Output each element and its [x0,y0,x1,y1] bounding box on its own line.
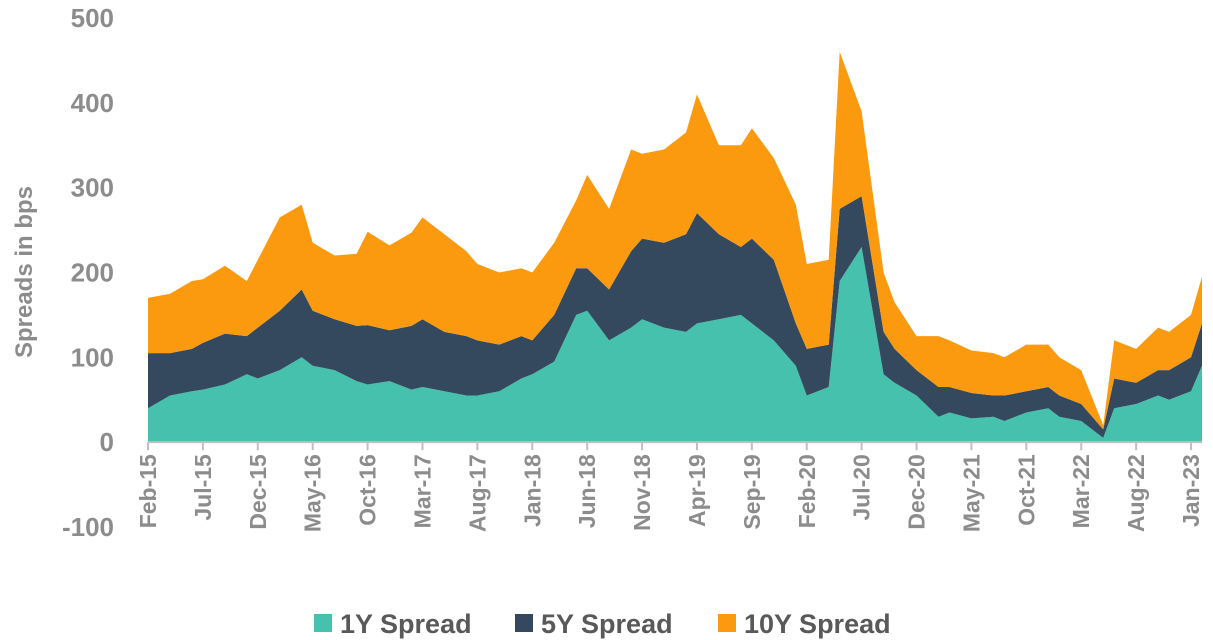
x-tick-label: Apr-19 [684,454,710,527]
x-tick-label: Jul-20 [849,454,875,520]
series-areas [148,51,1202,443]
x-tick-label: Jan-18 [519,454,545,527]
legend: 1Y Spread 5Y Spread 10Y Spread [314,609,891,639]
x-tick-label: Aug-22 [1123,454,1149,532]
x-tick-label: Jul-15 [190,454,216,521]
x-tick-label: Nov-18 [629,454,655,531]
y-tick-label: 500 [71,3,114,33]
x-tick-label: Feb-20 [794,454,820,528]
x-tick-label: May-21 [958,454,984,532]
x-tick-label: Jan-23 [1178,454,1204,527]
y-axis-ticks: -100 0 100 200 300 400 500 [62,3,114,542]
y-tick-label: 100 [71,342,114,372]
series-area-1y-spread [148,247,1202,443]
legend-label: 10Y Spread [744,609,891,639]
x-tick-label: Sep-19 [739,454,765,529]
legend-swatch-1y-spread [314,614,332,632]
series-area-5y-spread [148,196,1202,438]
legend-swatch-10y-spread [718,614,736,632]
legend-swatch-5y-spread [515,614,533,632]
y-tick-label: 200 [71,258,114,288]
x-axis-ticks: Feb-15 Jul-15 Dec-15 May-16 Oct-16 Mar-17 Aug-… [135,442,1204,532]
legend-label: 1Y Spread [340,609,472,639]
x-tick-label: Mar-22 [1068,454,1094,528]
x-tick-label: Aug-17 [464,454,490,532]
y-tick-label: 0 [100,427,114,457]
y-axis-title: Spreads in bps [11,186,38,358]
y-tick-label: -100 [62,512,114,542]
legend-label: 5Y Spread [541,609,673,639]
x-tick-label: Oct-16 [355,454,381,526]
x-tick-label: Dec-20 [904,454,930,529]
y-tick-label: 400 [71,88,114,118]
y-tick-label: 300 [71,173,114,203]
x-tick-label: Feb-15 [135,454,161,528]
x-tick-label: Oct-21 [1013,454,1039,526]
x-tick-label: May-16 [300,454,326,532]
x-tick-label: Jun-18 [574,454,600,528]
x-tick-label: Mar-17 [410,454,436,528]
x-tick-label: Dec-15 [245,454,271,530]
